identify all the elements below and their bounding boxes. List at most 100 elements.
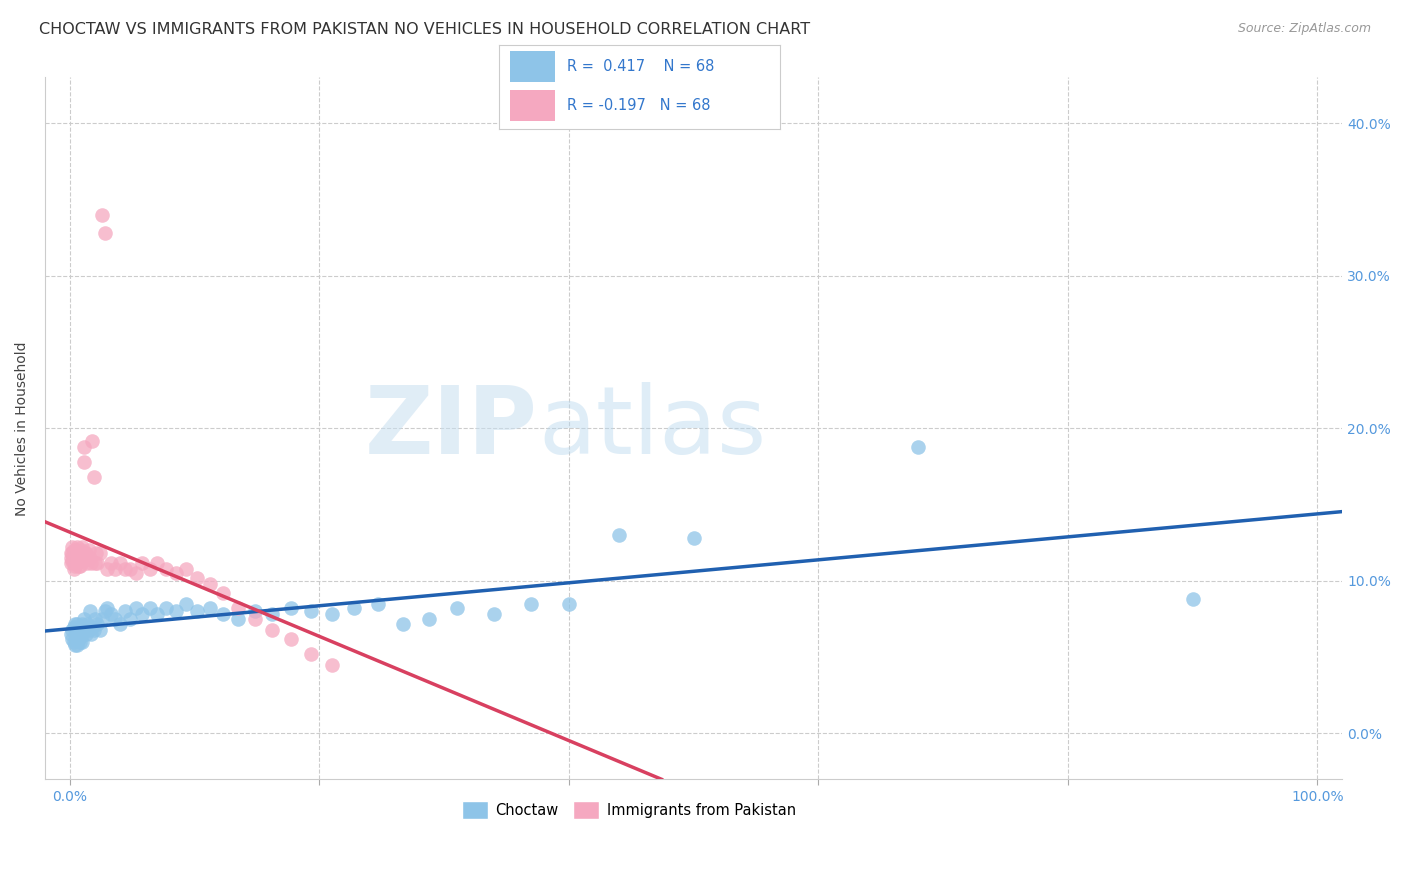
- Point: [83, 623, 105, 637]
- Point: [243, 612, 266, 626]
- Point: [62, 556, 84, 570]
- Point: [73, 546, 96, 560]
- Point: [73, 552, 96, 566]
- Point: [65, 551, 87, 566]
- Point: [321, 607, 343, 622]
- Point: [280, 601, 302, 615]
- Point: [67, 623, 90, 637]
- Point: [66, 541, 89, 555]
- Text: R =  0.417    N = 68: R = 0.417 N = 68: [567, 59, 714, 74]
- Point: [75, 627, 97, 641]
- Point: [91, 208, 114, 222]
- Text: CHOCTAW VS IMMIGRANTS FROM PAKISTAN NO VEHICLES IN HOUSEHOLD CORRELATION CHART: CHOCTAW VS IMMIGRANTS FROM PAKISTAN NO V…: [39, 22, 810, 37]
- FancyBboxPatch shape: [510, 90, 555, 120]
- Point: [63, 552, 86, 566]
- Point: [62, 546, 84, 560]
- Point: [82, 620, 104, 634]
- Point: [299, 647, 322, 661]
- Point: [83, 470, 105, 484]
- Point: [63, 616, 86, 631]
- Point: [482, 607, 505, 622]
- Point: [125, 566, 148, 581]
- Point: [91, 612, 114, 626]
- Point: [146, 607, 169, 622]
- Point: [76, 616, 98, 631]
- Point: [446, 601, 468, 615]
- Point: [558, 597, 581, 611]
- Legend: Choctaw, Immigrants from Pakistan: Choctaw, Immigrants from Pakistan: [456, 795, 801, 824]
- Point: [76, 556, 98, 570]
- Point: [73, 620, 96, 634]
- Point: [89, 546, 111, 560]
- Point: [60, 556, 83, 570]
- Point: [62, 554, 84, 568]
- Point: [83, 556, 105, 570]
- Point: [212, 586, 235, 600]
- Point: [100, 556, 122, 570]
- Point: [174, 597, 197, 611]
- Point: [60, 627, 83, 641]
- Point: [72, 612, 94, 626]
- Text: Source: ZipAtlas.com: Source: ZipAtlas.com: [1237, 22, 1371, 36]
- Point: [65, 556, 87, 570]
- Point: [198, 601, 221, 615]
- Point: [67, 552, 90, 566]
- Point: [108, 616, 131, 631]
- Point: [186, 571, 208, 585]
- Point: [174, 562, 197, 576]
- Point: [198, 577, 221, 591]
- Point: [125, 601, 148, 615]
- Point: [343, 601, 366, 615]
- Point: [62, 543, 84, 558]
- Point: [62, 635, 84, 649]
- Point: [63, 558, 86, 573]
- Point: [260, 623, 283, 637]
- Point: [63, 638, 86, 652]
- Point: [321, 657, 343, 672]
- Point: [260, 607, 283, 622]
- Point: [84, 546, 107, 560]
- Point: [72, 455, 94, 469]
- Point: [165, 604, 187, 618]
- Point: [155, 562, 177, 576]
- Point: [66, 616, 89, 631]
- Point: [62, 551, 84, 566]
- Point: [108, 556, 131, 570]
- Point: [118, 562, 141, 576]
- Point: [280, 632, 302, 646]
- Point: [96, 562, 118, 576]
- Point: [104, 612, 127, 626]
- Point: [89, 623, 111, 637]
- Point: [66, 556, 89, 570]
- Point: [146, 556, 169, 570]
- Point: [65, 632, 87, 646]
- Point: [62, 620, 84, 634]
- Point: [82, 434, 104, 448]
- Point: [80, 556, 103, 570]
- Point: [77, 543, 100, 558]
- Point: [118, 612, 141, 626]
- Point: [72, 548, 94, 562]
- Point: [228, 612, 250, 626]
- Point: [72, 623, 94, 637]
- Point: [66, 638, 89, 652]
- Point: [155, 601, 177, 615]
- Point: [96, 601, 118, 615]
- Point: [94, 604, 117, 618]
- Point: [83, 612, 105, 626]
- Point: [104, 562, 127, 576]
- Point: [1181, 592, 1204, 607]
- Point: [228, 601, 250, 615]
- Point: [682, 531, 704, 545]
- Text: R = -0.197   N = 68: R = -0.197 N = 68: [567, 98, 710, 113]
- Point: [69, 552, 91, 566]
- Point: [63, 546, 86, 560]
- Y-axis label: No Vehicles in Household: No Vehicles in Household: [15, 341, 30, 516]
- Point: [67, 546, 90, 560]
- Point: [86, 616, 108, 631]
- Point: [66, 548, 89, 562]
- Point: [299, 604, 322, 618]
- Point: [62, 562, 84, 576]
- Point: [65, 623, 87, 637]
- Point: [70, 543, 93, 558]
